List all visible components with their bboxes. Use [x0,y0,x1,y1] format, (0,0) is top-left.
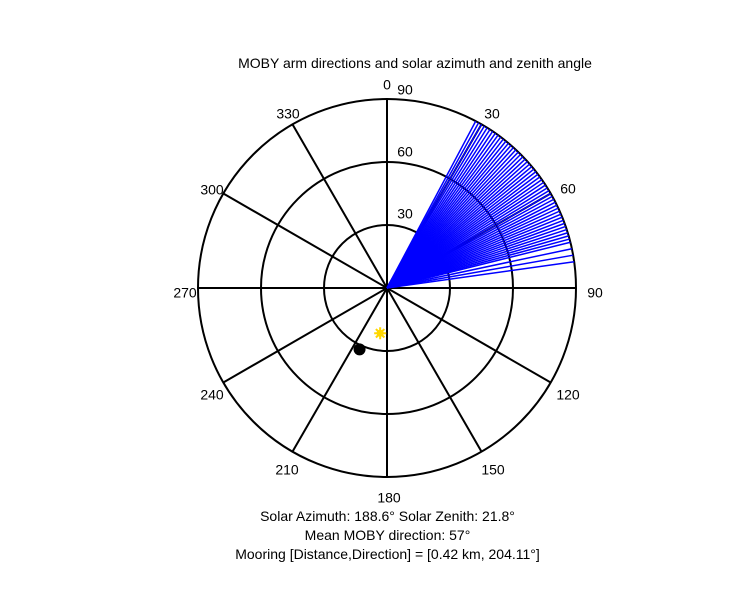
polar-labels: 0 30 60 90 120 150 180 210 240 270 300 330 30 60 90 [173,77,603,506]
moby-ray [386,241,571,289]
angle-tick-label-150: 150 [481,462,505,478]
angle-tick-label-90: 90 [587,285,603,301]
angle-tick-label-30: 30 [484,106,500,122]
angle-tick-label-210: 210 [275,462,299,478]
spoke-240 [222,287,388,384]
angle-tick-label-180: 180 [377,490,401,506]
spoke-300 [222,192,388,289]
radial-tick-label-60: 60 [397,144,413,160]
mooring-marker [353,343,366,356]
spoke-330 [291,123,388,289]
markers [353,327,387,356]
moby-ray [386,260,575,289]
angle-tick-label-270: 270 [173,285,197,301]
spoke-150 [386,287,483,453]
moby-ray [386,254,574,289]
mean-direction-caption: Mean MOBY direction: 57° [304,527,471,543]
spoke-120 [386,287,552,384]
angle-tick-label-0: 0 [383,77,391,93]
spoke-210 [291,287,388,453]
polar-grid [197,98,577,478]
angle-tick-label-240: 240 [200,387,224,403]
angle-tick-label-120: 120 [556,387,580,403]
angle-tick-label-300: 300 [200,182,224,198]
angle-tick-label-330: 330 [276,106,300,122]
moby-ray [386,247,573,289]
solar-caption: Solar Azimuth: 188.6° Solar Zenith: 21.8… [260,508,515,524]
radial-tick-label-90: 90 [397,82,413,98]
chart-title: MOBY arm directions and solar azimuth an… [238,55,592,71]
mooring-caption: Mooring [Distance,Direction] = [0.42 km,… [235,546,540,562]
sun-core [376,329,384,337]
angle-tick-label-60: 60 [560,181,576,197]
moby-arm-rays [386,120,575,289]
radial-tick-label-30: 30 [397,206,413,222]
sun-marker [374,327,387,340]
